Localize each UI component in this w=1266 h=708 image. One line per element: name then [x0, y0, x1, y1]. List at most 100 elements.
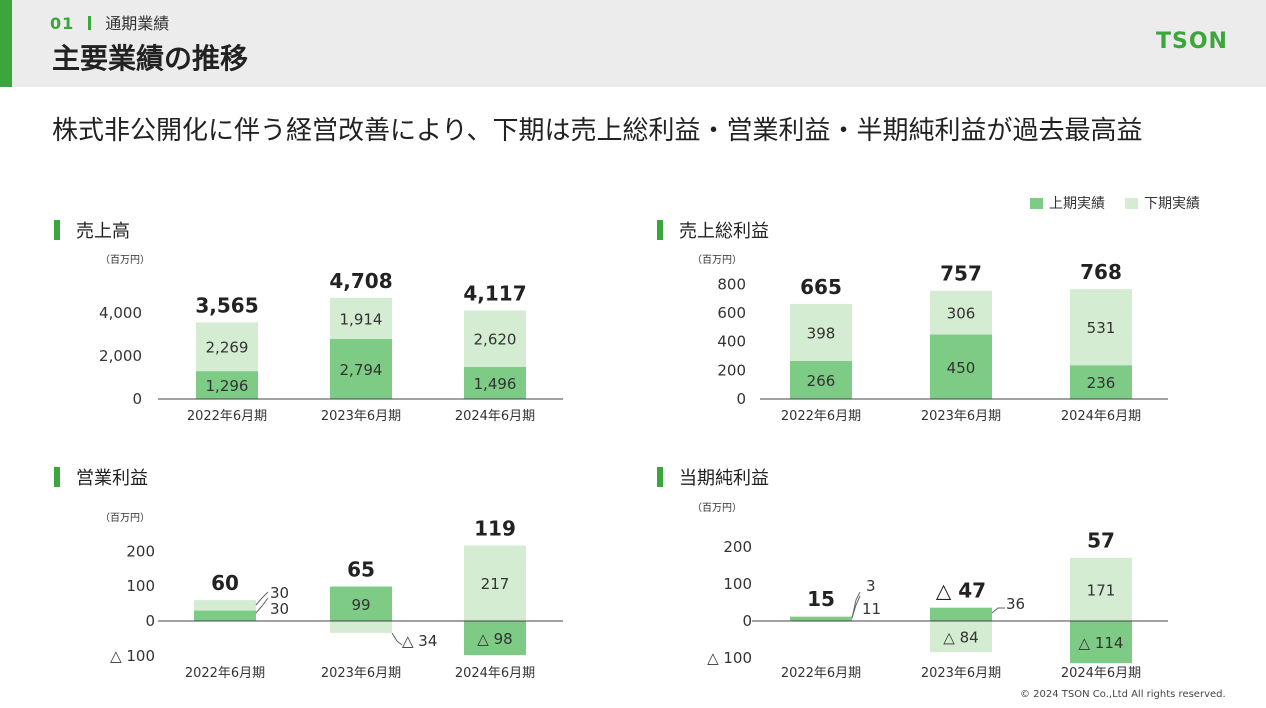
data-label: 236	[1087, 374, 1116, 392]
chart-title-text: 当期純利益	[679, 468, 769, 489]
bar-first-half	[1070, 365, 1132, 399]
data-label: 2,269	[206, 339, 249, 357]
bar-second-half	[464, 310, 526, 367]
chart-title-text: 営業利益	[76, 468, 148, 489]
page-title: 主要業績の推移	[52, 42, 249, 75]
y-tick-label: 800	[717, 275, 746, 293]
data-label: 1,914	[340, 310, 383, 328]
title-marker	[54, 220, 60, 240]
data-label: 2,794	[340, 361, 383, 379]
legend-item-first-half: 上期実績	[1030, 193, 1105, 213]
bar-first-half	[1070, 621, 1132, 664]
x-category-label: 2024年6月期	[455, 409, 535, 424]
bar-second-half	[196, 322, 258, 372]
y-tick-label: 0	[736, 390, 746, 408]
data-label: 266	[807, 372, 836, 390]
bar-second-half	[1070, 557, 1132, 621]
data-label: 531	[1087, 319, 1116, 337]
section-label: 通期業績	[105, 14, 170, 33]
data-label: 11	[862, 600, 881, 618]
y-tick-label: 2,000	[99, 347, 142, 365]
unit-label: （百万円）	[692, 254, 742, 266]
x-category-label: 2023年6月期	[321, 666, 401, 681]
bar-second-half	[464, 545, 526, 621]
label-leader-line	[255, 591, 269, 606]
bar-first-half	[930, 607, 992, 621]
y-tick-label: 100	[126, 577, 155, 595]
y-tick-label: 0	[145, 612, 155, 630]
x-category-label: 2022年6月期	[185, 666, 265, 681]
y-tick-label: 200	[717, 361, 746, 379]
y-tick-label: 100	[723, 575, 752, 593]
tson-logo: TSON	[1156, 29, 1228, 54]
bar-second-half	[930, 621, 992, 653]
y-tick-label: 200	[723, 538, 752, 556]
bar-second-half	[330, 297, 392, 339]
x-category-label: 2023年6月期	[921, 409, 1001, 424]
y-tick-label: 400	[717, 333, 746, 351]
bar-first-half	[464, 621, 526, 656]
total-label: △ 47	[936, 579, 986, 603]
data-label: 450	[947, 359, 976, 377]
data-label: 306	[947, 305, 976, 323]
bar-first-half	[330, 586, 392, 621]
bar-first-half	[330, 338, 392, 399]
legend-label-first-half: 上期実績	[1049, 196, 1105, 212]
total-label: 65	[347, 558, 375, 582]
section-line: 01 通期業績	[50, 10, 169, 34]
bar-second-half	[930, 290, 992, 335]
data-label: 36	[1006, 595, 1025, 613]
headline: 株式非公開化に伴う経営改善により、下期は売上総利益・営業利益・半期純利益が過去最…	[52, 116, 1143, 146]
chart-title-text: 売上高	[76, 221, 130, 242]
bar-second-half	[330, 621, 392, 633]
data-label: 217	[481, 575, 510, 593]
data-label: △ 84	[943, 629, 978, 647]
data-label: △ 98	[477, 630, 512, 648]
chart-title-sales: 売上高	[54, 217, 130, 243]
x-category-label: 2022年6月期	[781, 666, 861, 681]
unit-label: （百万円）	[100, 512, 150, 524]
y-tick-label: 0	[132, 390, 142, 408]
bar-second-half	[194, 600, 256, 611]
total-label: 768	[1080, 260, 1122, 284]
total-label: 757	[940, 262, 982, 286]
label-leader-line	[255, 597, 269, 614]
y-tick-label: 200	[126, 542, 155, 560]
bar-first-half	[930, 334, 992, 399]
unit-label: （百万円）	[692, 502, 742, 514]
bar-first-half	[194, 610, 256, 621]
legend-swatch-first-half	[1030, 197, 1043, 209]
chart-title-net-income: 当期純利益	[657, 464, 769, 490]
bar-first-half	[464, 366, 526, 399]
title-marker	[657, 220, 663, 240]
legend-item-second-half: 下期実績	[1125, 193, 1200, 213]
title-marker	[657, 467, 663, 487]
chart-title-operating-profit: 営業利益	[54, 464, 148, 490]
x-category-label: 2024年6月期	[1061, 666, 1141, 681]
data-label: △ 34	[402, 632, 437, 650]
x-category-label: 2022年6月期	[187, 409, 267, 424]
chart-title-gross-profit: 売上総利益	[657, 217, 769, 243]
y-tick-label: △ 100	[110, 647, 155, 665]
bar-first-half	[790, 616, 852, 621]
data-label: 3	[866, 577, 876, 595]
data-label: 99	[351, 596, 370, 614]
label-leader-line	[991, 607, 1005, 614]
legend-label-second-half: 下期実績	[1144, 196, 1200, 212]
section-number: 01	[50, 14, 75, 33]
bar-second-half	[790, 303, 852, 361]
data-label: △ 114	[1079, 634, 1124, 652]
label-leader-line	[851, 591, 861, 619]
data-label: 2,620	[474, 331, 517, 349]
x-category-label: 2023年6月期	[321, 409, 401, 424]
unit-label: （百万円）	[100, 254, 150, 266]
x-category-label: 2022年6月期	[781, 409, 861, 424]
header-accent-bar	[0, 0, 12, 87]
data-label: 30	[270, 584, 289, 602]
bar-second-half	[1070, 289, 1132, 366]
legend-swatch-second-half	[1125, 197, 1138, 209]
x-category-label: 2024年6月期	[455, 666, 535, 681]
legend: 上期実績 下期実績	[1030, 193, 1220, 213]
y-tick-label: 600	[717, 304, 746, 322]
